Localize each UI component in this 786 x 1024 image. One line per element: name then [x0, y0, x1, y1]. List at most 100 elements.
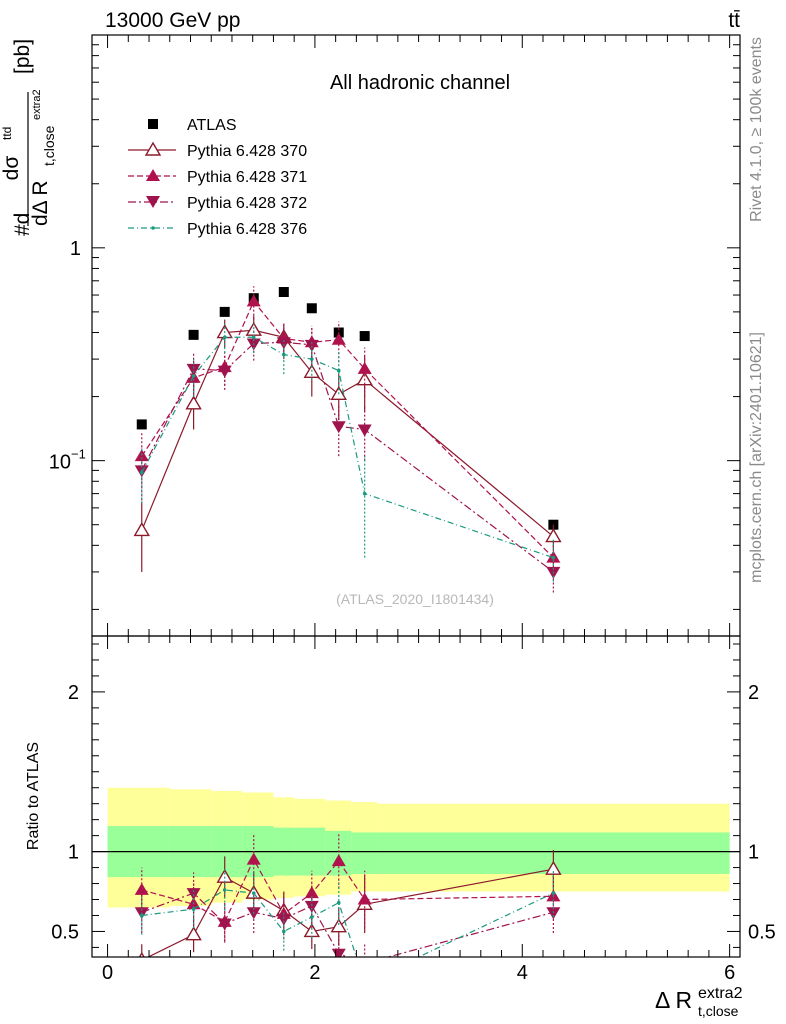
main-series-p372 [134, 328, 561, 593]
main-point-p376 [139, 470, 144, 475]
main-point-p376 [310, 357, 314, 361]
main-panel: 1 10 −1 All hadronic channel (ATLAS_2020_I… [0, 34, 741, 637]
main-line-p372 [141, 341, 554, 573]
ratio-point-p370 [138, 951, 145, 957]
ratio-y-tick-label-right: 1 [748, 842, 759, 864]
xlabel-base: Δ R [655, 987, 692, 1013]
main-y-tick-label: 10 [49, 452, 71, 474]
main-series-p371 [134, 286, 561, 576]
ratio-point-p376 [139, 913, 144, 918]
ratio-frame [91, 635, 741, 958]
mcplots-source-label: mcplots.cern.ch [arXiv:2401.10621] [748, 332, 765, 583]
ratio-x-tick-label: 2 [309, 962, 320, 984]
ratio-point-p372 [217, 918, 232, 931]
ratio-y-tick-label-right: 0.5 [748, 921, 776, 943]
ylabel-numerator-sup: ttd [0, 127, 14, 140]
legend-entry-p376: Pythia 6.428 376 [128, 221, 307, 238]
main-point-p376 [551, 555, 556, 560]
legend-label-p376: Pythia 6.428 376 [187, 221, 307, 238]
main-point-atlas [306, 303, 317, 314]
ratio-point-p376 [222, 888, 227, 892]
main-point-p372 [276, 337, 291, 350]
ratio-y-tick-label-left: 2 [68, 682, 79, 704]
ratio-y-tick-label-left: 0.5 [51, 921, 79, 943]
legend-marker-p370 [144, 141, 162, 156]
ratio-series-layer [134, 834, 562, 985]
legend-entry-p372: Pythia 6.428 372 [128, 195, 307, 212]
ratio-point-p371 [357, 892, 372, 905]
ratio-band-inner [351, 832, 378, 874]
main-point-p370 [185, 395, 202, 410]
ratio-point-p376 [251, 891, 256, 895]
ratio-point-p372 [276, 913, 291, 926]
header-right-title: tt̄ [728, 9, 740, 32]
ratio-axis-ticks [92, 636, 740, 957]
main-point-p372 [331, 421, 346, 434]
main-point-p370 [133, 522, 150, 537]
main-point-p371 [246, 294, 261, 307]
main-point-p376 [282, 352, 286, 357]
ratio-band-inner [325, 830, 352, 876]
legend-label-p371: Pythia 6.428 371 [187, 169, 307, 186]
main-y-tick-labels: 1 10 −1 [49, 238, 86, 474]
ratio-y-tick-label-right: 2 [748, 682, 759, 704]
ylabel-denominator: dΔ R [29, 180, 52, 226]
legend-marker-atlas [148, 119, 158, 129]
ratio-point-p372 [304, 900, 319, 913]
ratio-point-p376 [551, 891, 556, 895]
ratio-x-tick-label: 0 [102, 962, 113, 984]
ratio-point-p370 [185, 926, 202, 941]
main-point-p372 [186, 363, 201, 376]
ratio-point-p376 [363, 981, 367, 985]
header-left-title: 13000 GeV pp [105, 9, 240, 32]
ratio-point-p372 [331, 948, 346, 957]
main-point-p372 [357, 424, 372, 437]
main-y-tick-label-exponent: −1 [71, 447, 86, 462]
ratio-x-tick-label: 4 [517, 962, 528, 984]
ratio-point-p376 [336, 900, 341, 905]
x-axis-label: Δ R extra2 t,close [655, 985, 743, 1019]
legend-label-atlas: ATLAS [187, 117, 237, 134]
main-point-p376 [191, 374, 196, 378]
rivet-version-label: Rivet 4.1.0, ≥ 100k events [748, 37, 765, 222]
ratio-point-p372 [546, 907, 561, 920]
ratio-point-p376 [191, 907, 196, 911]
main-point-atlas [136, 419, 147, 430]
xlabel-sub: t,close [698, 1003, 739, 1019]
main-chart-title: All hadronic channel [330, 72, 510, 94]
legend-marker-p376 [151, 226, 155, 230]
ratio-point-p376 [282, 929, 286, 934]
ratio-point-p372 [186, 888, 201, 901]
ratio-point-p371 [246, 852, 261, 865]
ylabel-unit: [pb] [11, 39, 34, 74]
legend-entry-p371: Pythia 6.428 371 [128, 169, 307, 186]
ratio-point-p370 [330, 918, 347, 933]
main-point-p376 [251, 335, 256, 340]
main-series-layer [133, 286, 562, 593]
ratio-x-tick-label: 6 [724, 962, 735, 984]
ratio-tick-labels: 0.5 0.5 1 1 2 2 0 2 4 6 [51, 682, 776, 984]
legend-marker-p371 [146, 169, 160, 181]
main-point-atlas [359, 331, 370, 342]
main-series-p376 [139, 323, 556, 582]
main-line-p370 [141, 329, 554, 537]
legend: ATLAS Pythia 6.428 370 Pythia 6.428 371 … [128, 117, 307, 238]
legend-label-p372: Pythia 6.428 372 [187, 195, 307, 212]
ratio-series-p376 [139, 869, 556, 985]
main-axis-ticks [92, 35, 740, 636]
ratio-point-p371 [331, 854, 346, 867]
main-point-p376 [222, 335, 227, 340]
xlabel-sup: extra2 [698, 985, 743, 1002]
legend-entry-p370: Pythia 6.428 370 [128, 141, 307, 160]
main-y-tick-label: 1 [70, 238, 81, 260]
ratio-uncertainty-bands [107, 787, 730, 908]
main-point-p371 [331, 332, 346, 345]
ylabel-denominator-sub: t,close [41, 125, 57, 166]
main-series-p370 [133, 315, 562, 572]
main-line-p371 [141, 300, 554, 559]
main-point-atlas [278, 287, 289, 298]
analysis-watermark: (ATLAS_2020_I1801434) [336, 591, 494, 607]
main-point-atlas [219, 306, 230, 317]
main-point-p371 [357, 361, 372, 374]
